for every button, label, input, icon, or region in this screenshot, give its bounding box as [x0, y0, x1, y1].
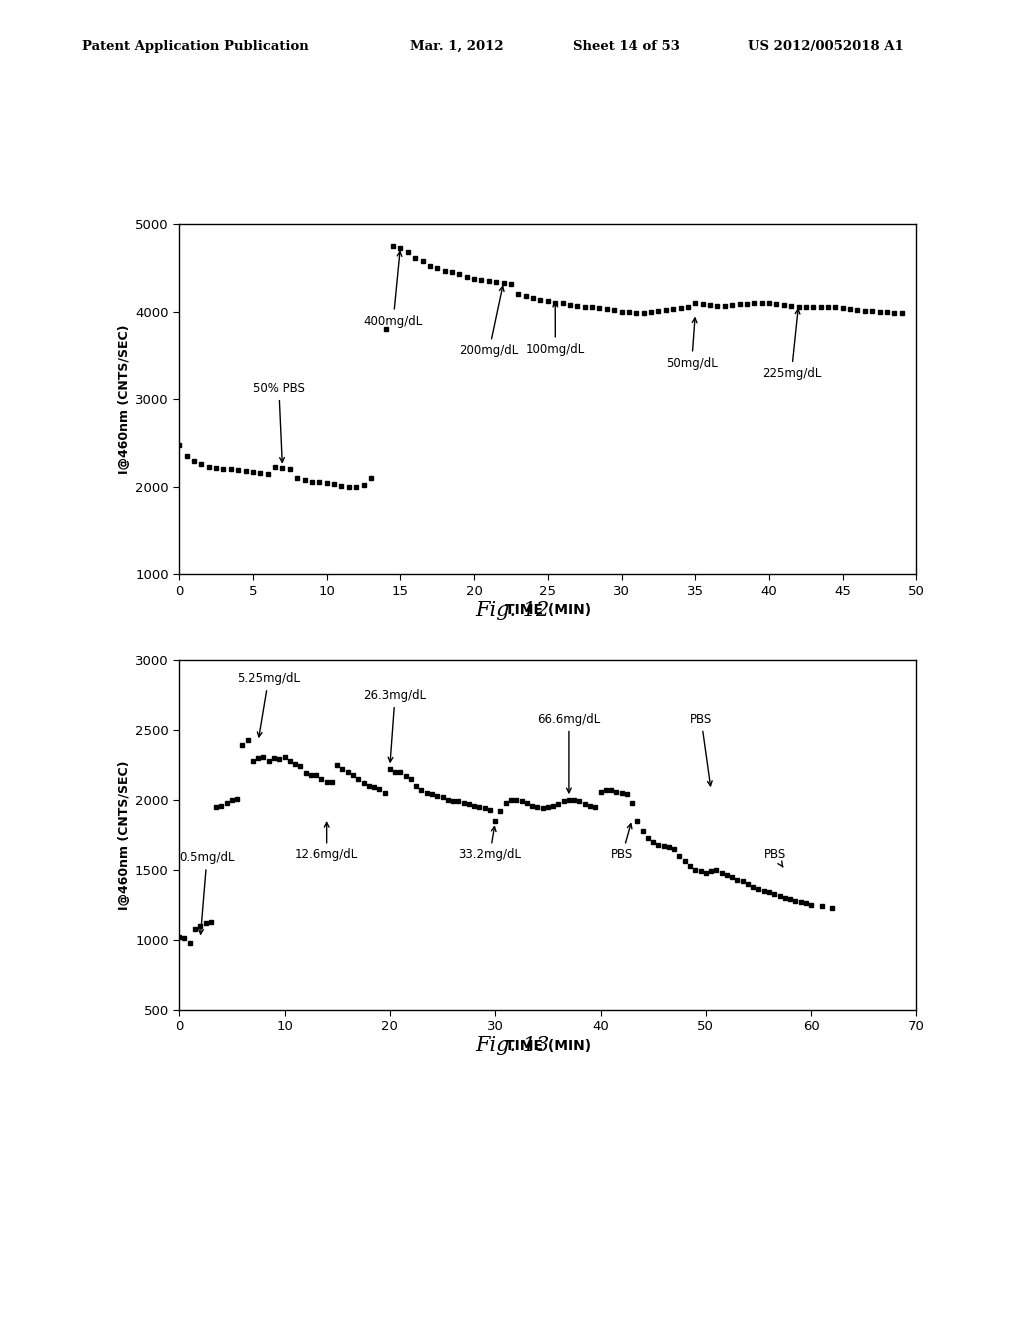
Text: 400mg/dL: 400mg/dL: [364, 251, 423, 327]
Text: 50mg/dL: 50mg/dL: [666, 318, 718, 370]
Text: Fig. 12: Fig. 12: [475, 601, 549, 619]
Text: PBS: PBS: [611, 824, 633, 862]
Text: PBS: PBS: [690, 713, 713, 785]
Text: 200mg/dL: 200mg/dL: [460, 286, 518, 358]
X-axis label: TIME (MIN): TIME (MIN): [505, 1039, 591, 1053]
Y-axis label: I@460nm (CNTS/SEC): I@460nm (CNTS/SEC): [118, 760, 131, 909]
Text: 26.3mg/dL: 26.3mg/dL: [364, 689, 427, 762]
Text: 5.25mg/dL: 5.25mg/dL: [238, 672, 300, 737]
Text: PBS: PBS: [764, 849, 786, 867]
Text: 66.6mg/dL: 66.6mg/dL: [538, 713, 600, 793]
Text: Fig. 13: Fig. 13: [475, 1036, 549, 1055]
X-axis label: TIME (MIN): TIME (MIN): [505, 603, 591, 618]
Text: 12.6mg/dL: 12.6mg/dL: [295, 822, 358, 862]
Text: Mar. 1, 2012: Mar. 1, 2012: [410, 40, 503, 53]
Text: US 2012/0052018 A1: US 2012/0052018 A1: [748, 40, 903, 53]
Text: 0.5mg/dL: 0.5mg/dL: [179, 851, 234, 935]
Text: 33.2mg/dL: 33.2mg/dL: [459, 826, 521, 862]
Text: 100mg/dL: 100mg/dL: [525, 302, 585, 355]
Y-axis label: I@460nm (CNTS/SEC): I@460nm (CNTS/SEC): [118, 325, 131, 474]
Text: 50% PBS: 50% PBS: [253, 381, 305, 462]
Text: Patent Application Publication: Patent Application Publication: [82, 40, 308, 53]
Text: 225mg/dL: 225mg/dL: [762, 309, 821, 380]
Text: Sheet 14 of 53: Sheet 14 of 53: [573, 40, 680, 53]
